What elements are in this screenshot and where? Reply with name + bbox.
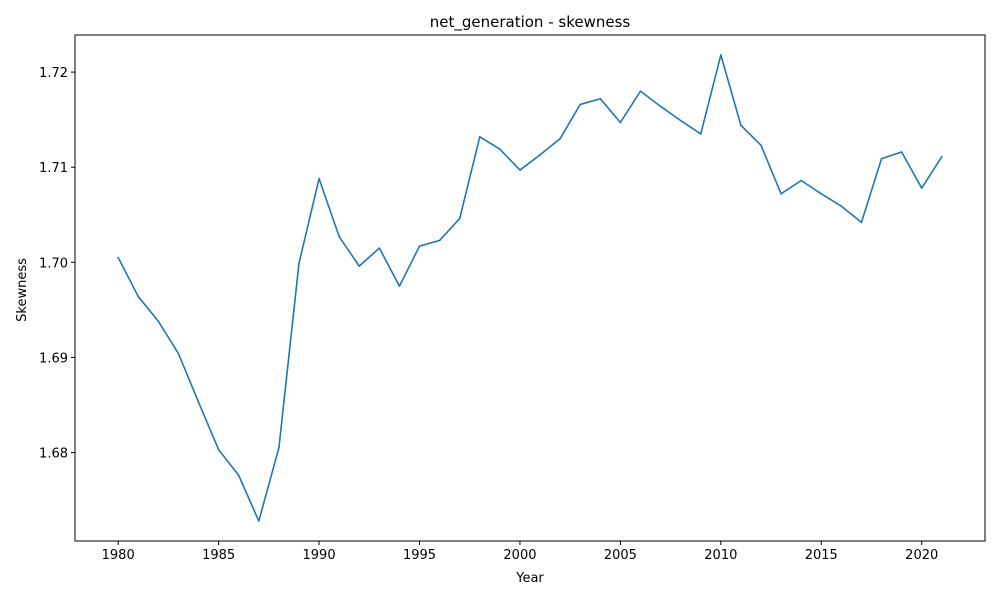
x-axis: 1980 1985 1990 1995 2000 2005 2010 2015 2020 — [102, 541, 938, 563]
data-point — [137, 295, 140, 298]
y-tick-label: 1.69 — [39, 351, 68, 366]
x-tick-label: 1995 — [403, 548, 436, 563]
data-point — [579, 103, 582, 106]
data-point — [679, 119, 682, 122]
data-point — [157, 320, 160, 323]
data-point — [539, 154, 541, 156]
data-point — [740, 124, 742, 127]
x-tick-label: 1990 — [303, 548, 336, 563]
data-point — [820, 193, 823, 195]
data-point — [318, 177, 320, 180]
x-tick-label: 2020 — [905, 548, 938, 563]
y-tick-label: 1.68 — [39, 447, 68, 462]
series-layer — [117, 54, 943, 522]
data-point — [840, 205, 843, 208]
data-point — [639, 90, 642, 92]
x-tick-label: 1985 — [202, 548, 235, 563]
data-point — [900, 151, 903, 153]
y-tick-label: 1.71 — [39, 161, 68, 176]
data-point — [499, 148, 501, 150]
data-point — [880, 157, 883, 160]
data-point — [338, 235, 340, 238]
data-point — [720, 54, 722, 56]
data-point — [398, 285, 401, 287]
data-point — [258, 520, 260, 522]
y-tick-label: 1.70 — [39, 256, 68, 271]
data-point — [237, 474, 240, 477]
x-axis-label: Year — [515, 571, 544, 586]
data-point — [920, 187, 923, 189]
data-point — [941, 155, 943, 158]
data-point — [378, 247, 381, 249]
data-point — [177, 352, 180, 355]
x-tick-label: 2005 — [604, 548, 637, 563]
y-axis-label: Skewness — [15, 258, 30, 322]
data-point — [519, 169, 521, 171]
data-point — [599, 97, 602, 100]
data-point — [559, 137, 561, 140]
chart-title: net_generation - skewness — [430, 13, 631, 32]
data-point — [438, 239, 441, 242]
y-axis: 1.68 1.69 1.70 1.71 1.72 — [39, 66, 75, 462]
data-point — [117, 256, 119, 259]
plot-frame — [74, 34, 986, 542]
data-point — [298, 262, 300, 265]
x-tick-label: 2010 — [704, 548, 737, 563]
data-point — [860, 221, 863, 224]
data-point — [800, 179, 802, 182]
data-point — [780, 193, 782, 195]
x-tick-label: 2015 — [805, 548, 838, 563]
y-tick-label: 1.72 — [39, 66, 68, 81]
plot-area — [74, 34, 986, 542]
series-line-0 — [117, 54, 943, 522]
data-point — [197, 401, 200, 403]
data-point — [358, 265, 361, 267]
x-tick-label: 2000 — [503, 548, 536, 563]
data-point — [760, 144, 762, 147]
data-point — [659, 105, 662, 108]
x-tick-label: 1980 — [102, 548, 135, 563]
data-point — [217, 448, 220, 451]
data-point — [458, 217, 461, 220]
data-point — [278, 446, 280, 449]
data-point — [699, 133, 702, 135]
data-point — [478, 135, 481, 138]
data-point — [418, 245, 421, 247]
data-point — [619, 121, 622, 124]
